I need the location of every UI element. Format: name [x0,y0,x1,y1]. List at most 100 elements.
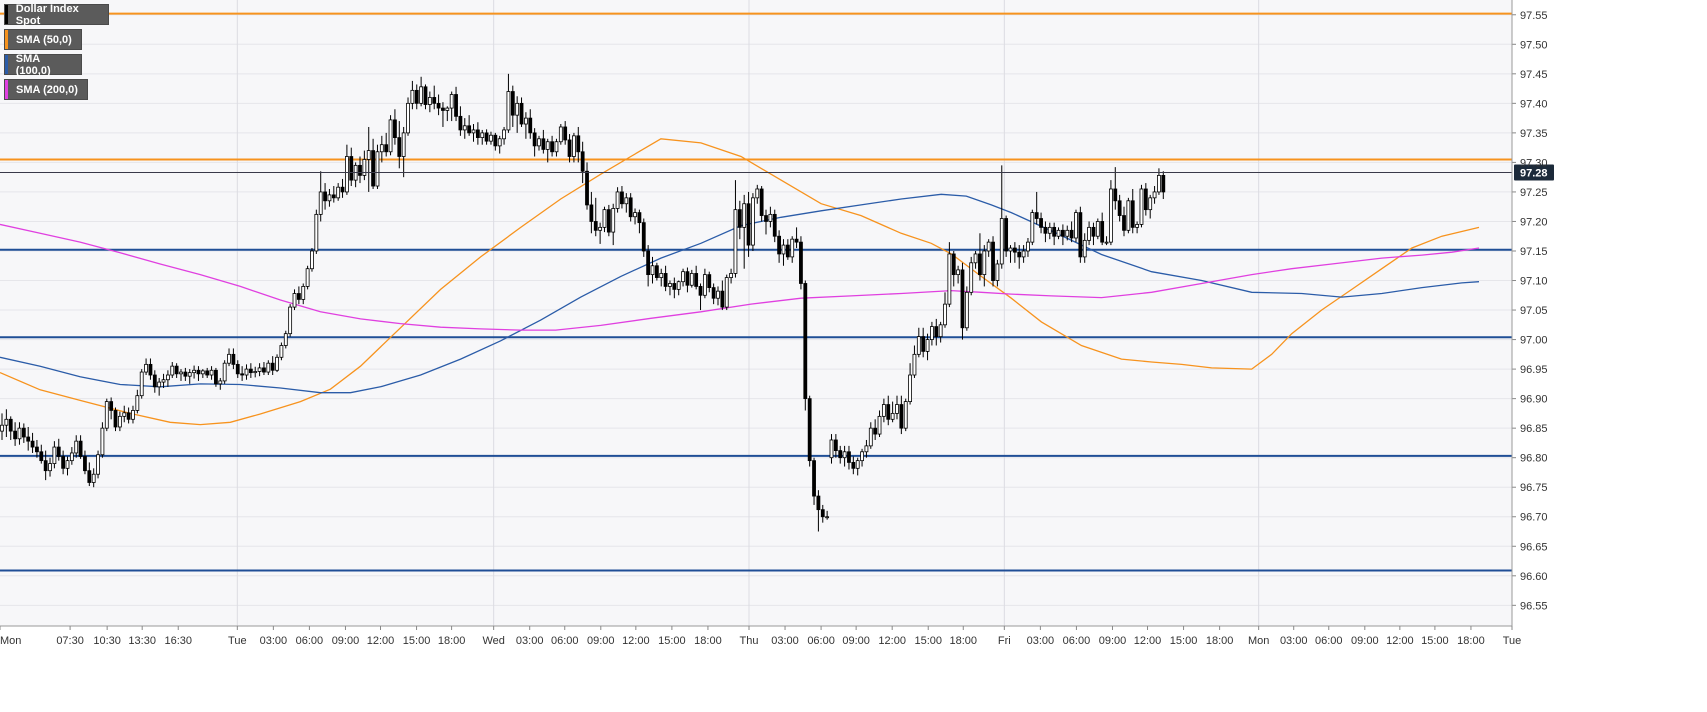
candle [144,358,148,376]
candle-body-down [1060,229,1065,237]
candle-body-down [991,241,995,281]
candle-body-up [100,427,105,456]
candle-body-down [1143,188,1148,211]
legend-item-sma-200[interactable]: SMA (200,0) [4,79,88,100]
plot-area [0,0,1512,626]
candle [296,286,301,305]
candle [1109,180,1113,246]
gridlines [0,0,1512,626]
candle [694,265,699,290]
candle [886,395,891,426]
candle [214,367,218,387]
candle [244,364,249,380]
candle [336,183,341,201]
candle-body-up [506,91,511,131]
candle-body-up [344,156,349,193]
candle-body-up [1008,247,1013,252]
candle-body-up [497,138,502,147]
candle [611,203,616,246]
candle [283,330,288,349]
candle-body-down [458,115,463,131]
candle-body-down [1161,174,1166,193]
candle-body-up [166,374,170,381]
legend-item-sma-50[interactable]: SMA (50,0) [4,29,82,50]
candle-body-up [964,291,969,329]
current-price-tag [1514,164,1554,181]
candle-body-up [222,362,227,382]
legend-label-dollar-index: Dollar Index Spot [15,2,79,27]
candle-body-down [563,126,568,141]
candle [724,274,729,311]
candle [262,362,266,376]
candle [523,112,528,139]
candle-body-up [1157,174,1161,193]
candle-body-up [895,404,899,414]
candle-body-up [633,212,637,218]
candle [288,304,293,337]
candle [104,398,109,432]
candle [969,256,974,296]
candle [873,419,878,440]
candle-body-up [74,440,79,454]
candle-body-down [606,209,611,233]
candle [1047,222,1052,240]
horizontal-levels [0,12,1512,572]
candle-body-up [4,418,9,426]
candle [554,138,559,157]
candle-body-up [104,401,109,429]
candle [812,457,816,505]
candle-body-down [414,89,419,104]
candle-body-down [510,91,515,116]
candle-body-down [654,265,659,278]
candle-body-down [978,253,982,276]
candle [633,208,637,225]
candle-body-down [484,132,489,142]
candle-body-up [611,208,616,233]
candle [964,286,969,331]
x-tick-label: 12:00 [878,635,906,647]
candle-body-up [860,451,864,462]
candle-body-up [91,473,96,483]
candle-body-up [864,445,869,453]
x-tick-label: 06:00 [1315,635,1343,647]
candle-body-up [1139,188,1144,225]
candle [759,186,764,222]
candle-body-up [318,191,323,215]
candle [30,432,35,453]
candle [689,269,694,288]
candle-body-down [262,367,266,373]
candle [484,129,489,145]
candle [620,186,624,209]
candle [257,363,262,377]
candle [406,97,410,136]
candle [192,365,196,379]
candle [716,286,720,306]
y-tick-label: 97.00 [1520,335,1548,347]
y-tick-label: 97.45 [1520,69,1548,81]
candle [17,422,22,445]
candle-body-up [825,516,830,519]
candle [960,262,965,340]
candle-body-up [1104,241,1109,244]
y-tick-label: 97.30 [1520,157,1548,169]
candle-body-up [668,283,672,287]
x-tick-label: 15:00 [658,635,686,647]
candle-body-down [698,286,703,296]
candle-body-down [694,273,699,287]
candle-body-down [873,427,878,435]
candle-body-up [982,250,987,276]
candle-body-up [122,412,127,417]
candle [1012,242,1017,263]
candle [956,265,961,284]
sma-200-line [0,223,1480,331]
candle [895,395,899,420]
candle [860,448,864,467]
candle [768,206,773,228]
candle [493,132,498,151]
legend-item-dollar-index[interactable]: Dollar Index Spot [4,2,109,27]
candle [746,191,751,257]
candle [702,268,707,299]
candle [183,367,188,381]
candle-body-up [1135,224,1140,228]
legend-item-sma-100[interactable]: SMA (100,0) [4,53,82,77]
